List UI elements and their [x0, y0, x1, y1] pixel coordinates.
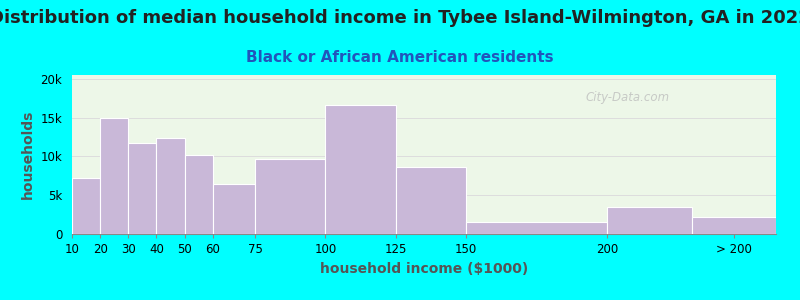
Text: Distribution of median household income in Tybee Island-Wilmington, GA in 2022: Distribution of median household income … — [0, 9, 800, 27]
Bar — [396, 167, 466, 234]
Text: City-Data.com: City-Data.com — [586, 91, 670, 104]
Y-axis label: households: households — [21, 110, 35, 199]
Bar — [213, 184, 255, 234]
Bar — [255, 159, 326, 234]
Bar — [691, 217, 776, 234]
Bar — [157, 138, 185, 234]
Bar — [128, 143, 157, 234]
Text: Black or African American residents: Black or African American residents — [246, 50, 554, 64]
Bar — [72, 178, 100, 234]
Bar — [100, 118, 128, 234]
Bar — [466, 222, 607, 234]
Bar — [607, 207, 691, 234]
Bar — [326, 105, 396, 234]
Bar — [185, 155, 213, 234]
X-axis label: household income ($1000): household income ($1000) — [320, 262, 528, 276]
